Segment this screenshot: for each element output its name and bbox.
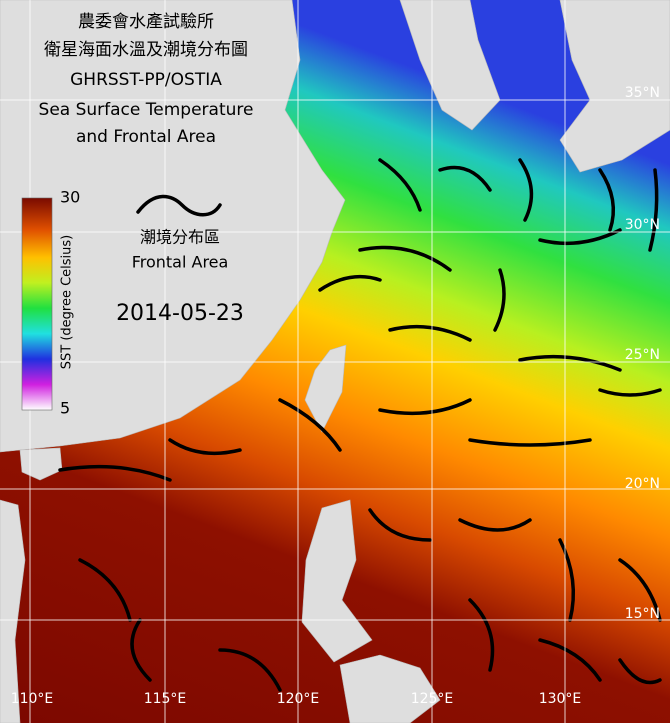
lat-label: 35°N — [625, 85, 660, 101]
lat-label: 25°N — [625, 347, 660, 363]
lon-label: 120°E — [277, 691, 320, 707]
legend-label-zh: 潮境分布區 — [140, 228, 220, 247]
title-line: and Frontal Area — [76, 127, 216, 147]
legend: 潮境分布區 Frontal Area — [132, 194, 229, 272]
title-line: Sea Surface Temperature — [39, 100, 254, 120]
header: 農委會水產試驗所 衛星海面水溫及潮境分布圖 GHRSST-PP/OSTIA Se… — [39, 12, 254, 147]
date: 2014-05-23 — [116, 301, 244, 326]
lon-label: 115°E — [144, 691, 187, 707]
colorbar-min: 5 — [60, 399, 70, 418]
lat-label: 15°N — [625, 606, 660, 622]
legend-front-symbol — [136, 194, 222, 217]
title-line: 農委會水產試驗所 — [78, 12, 214, 32]
lon-label: 110°E — [11, 691, 54, 707]
lon-label: 125°E — [411, 691, 454, 707]
colorbar-max: 30 — [60, 188, 80, 207]
title-line: GHRSST-PP/OSTIA — [70, 70, 222, 90]
colorbar: 30 5 SST (degree Celsius) — [21, 188, 80, 418]
lon-label: 130°E — [539, 691, 582, 707]
fronts — [58, 158, 662, 692]
lat-label: 30°N — [625, 217, 660, 233]
lon-labels: 110°E 115°E 120°E 125°E 130°E — [11, 691, 582, 707]
colorbar-label: SST (degree Celsius) — [60, 235, 75, 370]
lat-labels: 35°N 30°N 25°N 20°N 15°N — [625, 85, 660, 622]
lat-label: 20°N — [625, 476, 660, 492]
title-line: 衛星海面水溫及潮境分布圖 — [44, 40, 248, 60]
legend-label-en: Frontal Area — [132, 253, 229, 272]
colorbar-ramp — [21, 197, 53, 411]
